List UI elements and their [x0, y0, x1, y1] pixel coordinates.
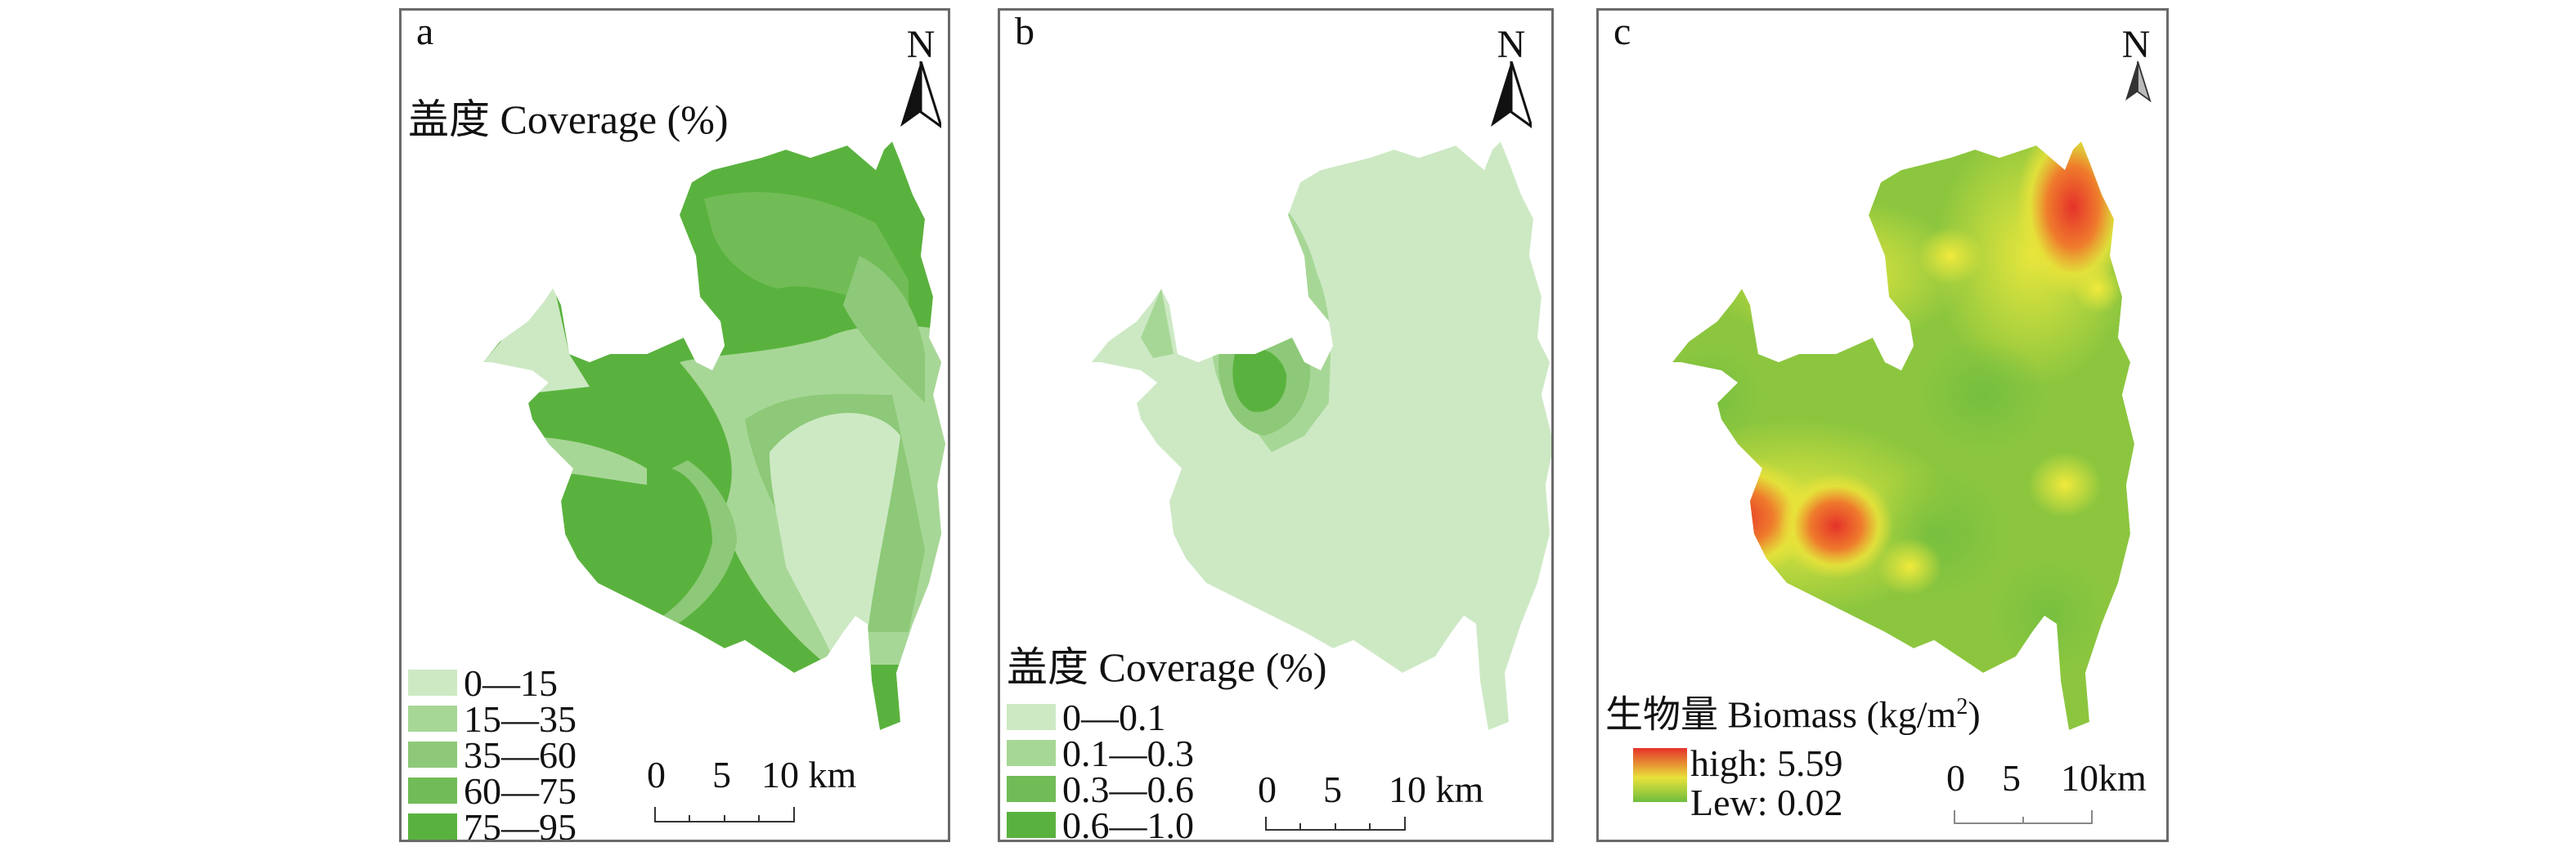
scale-tick-label: 0	[1946, 757, 1965, 799]
legend-swatch	[408, 813, 457, 840]
map-panel-a: a N 盖度 Coverage (%) 0—15 15—35 35—60 60—…	[399, 8, 950, 842]
scale-tick-label: 0	[647, 754, 666, 795]
legend-label: 0—15	[464, 662, 558, 704]
north-label: N	[1497, 23, 1526, 66]
legend-label: 0.3—0.6	[1062, 769, 1194, 810]
scale-line	[1954, 810, 2093, 824]
scale-line	[654, 807, 795, 822]
scale-tick-label: 10 km	[761, 754, 857, 795]
north-arrow-icon: N	[1483, 25, 1540, 140]
scale-bar: 0 5 10 km	[1258, 771, 1528, 838]
panel-letter: c	[1613, 10, 1631, 53]
legend-swatch	[1007, 812, 1056, 838]
scale-tick-label: 5	[2002, 757, 2021, 799]
biomass-map-c	[1672, 141, 2134, 730]
legend-title-end: )	[1968, 693, 1981, 736]
legend-label: 35—60	[464, 734, 577, 776]
scale-tick-label: 10 km	[1389, 769, 1484, 810]
north-label: N	[906, 23, 936, 66]
coverage-map-b	[1092, 141, 1551, 730]
legend-swatch	[408, 742, 457, 768]
gradient-legend-swatch	[1633, 748, 1687, 802]
gradient-high-label: high: 5.59	[1690, 742, 1843, 784]
scale-tick-label: 5	[1323, 769, 1342, 810]
scale-tick-label: 5	[712, 754, 731, 795]
scale-bar: 0 5 10 km	[647, 756, 892, 830]
legend-swatch	[1007, 740, 1056, 766]
legend-label: 0—0.1	[1062, 697, 1166, 738]
map-panel-c: c N 生物量 Biomass (kg/m2) high: 5.59 Lew: …	[1596, 8, 2169, 842]
north-label: N	[2121, 23, 2151, 66]
legend-label: 75—95	[464, 806, 577, 842]
legend-swatch	[1007, 704, 1056, 730]
map-panel-b: b N 盖度 Coverage (%) 0—0.1 0.1—0.3 0.3—0.…	[998, 8, 1554, 842]
legend-title: 盖度 Coverage (%)	[1007, 644, 1327, 690]
legend-title: 盖度 Coverage (%)	[408, 96, 729, 142]
legend-label: 60—75	[464, 770, 577, 812]
north-arrow-icon: N	[2107, 25, 2165, 140]
legend-swatch	[408, 778, 457, 804]
legend-title-main: 生物量 Biomass (kg/m	[1605, 693, 1957, 736]
gradient-low-label: Lew: 0.02	[1690, 782, 1843, 823]
scale-tick-label: 10km	[2061, 757, 2147, 799]
legend-label: 0.1—0.3	[1062, 733, 1194, 774]
legend-title: 生物量 Biomass (kg/m2)	[1605, 696, 1981, 733]
legend-swatch	[1007, 776, 1056, 802]
legend-swatch	[408, 706, 457, 732]
scale-tick-label: 0	[1258, 769, 1277, 810]
legend-swatch	[408, 670, 457, 696]
scale-line	[1265, 817, 1406, 831]
north-arrow-icon: N	[892, 23, 948, 140]
panel-letter: a	[416, 10, 434, 53]
coverage-map-a	[483, 141, 945, 730]
panel-letter: b	[1015, 10, 1034, 53]
legend-label: 15—35	[464, 698, 577, 740]
scale-bar: 0 5 10km	[1946, 760, 2159, 833]
legend-label: 0.6—1.0	[1062, 804, 1194, 842]
legend-title-superscript: 2	[1956, 694, 1968, 719]
